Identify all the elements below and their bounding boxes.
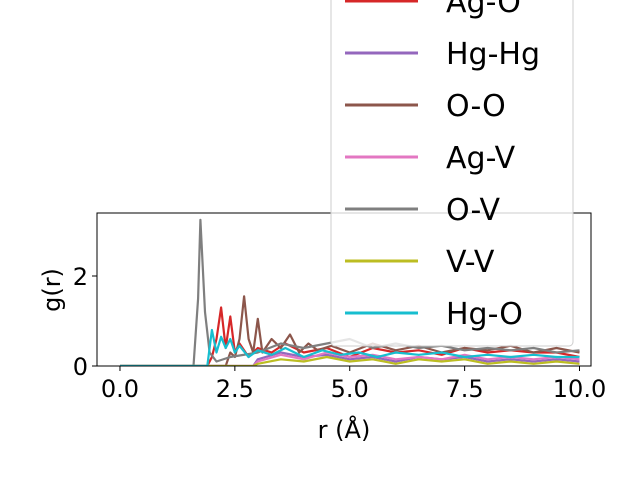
legend-label: Hg-O — [446, 297, 523, 332]
series-layer — [120, 218, 580, 366]
x-tick-label: 7.5 — [446, 375, 484, 403]
x-axis-label: r (Å) — [318, 415, 371, 444]
legend-label: O-O — [446, 89, 506, 124]
y-tick-label: 2 — [73, 263, 88, 291]
x-tick-label: 5.0 — [331, 375, 369, 403]
series-line-5 — [120, 355, 580, 366]
series-line-4 — [120, 218, 580, 366]
legend: Ag-O Hg-Hg O-O Ag-V O-V V-V Hg-O — [330, 0, 574, 347]
legend-label: Ag-O — [446, 0, 521, 20]
legend-box — [330, 0, 574, 347]
x-tick-label: 10.0 — [553, 375, 606, 403]
legend-label: V-V — [446, 245, 495, 280]
legend-label: O-V — [446, 193, 501, 228]
y-axis: 02 — [73, 263, 97, 381]
legend-label: Ag-V — [446, 141, 516, 176]
x-tick-label: 2.5 — [216, 375, 254, 403]
legend-label: Hg-Hg — [446, 37, 540, 72]
x-tick-label: 0.0 — [101, 375, 139, 403]
series-line-0 — [120, 306, 580, 366]
series-line-3 — [120, 351, 580, 366]
x-axis: 0.0 2.5 5.0 7.5 10.0 — [101, 366, 606, 403]
y-axis-label: g(r) — [38, 268, 66, 312]
series-line-6 — [120, 328, 580, 366]
y-tick-label: 0 — [73, 353, 88, 381]
